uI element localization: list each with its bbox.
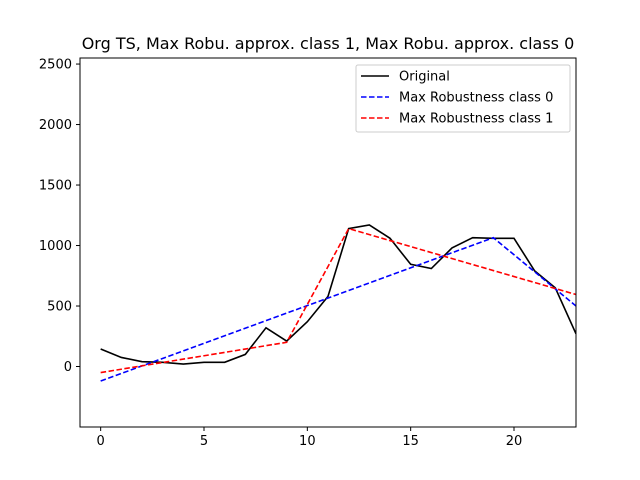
x-tick-label: 10	[299, 434, 316, 449]
x-axis-ticks: 0 5 10 15 20	[97, 427, 523, 449]
x-tick-label: 15	[402, 434, 419, 449]
y-tick-label: 0	[64, 360, 72, 375]
series-layer	[100, 224, 576, 382]
legend: Original Max Robustness class 0 Max Robust…	[355, 64, 571, 133]
y-axis-ticks: 0 500 1000 1500 2000 2500	[39, 58, 80, 375]
y-tick-label: 1000	[39, 239, 72, 254]
x-tick-label: 5	[200, 434, 208, 449]
series-line-max-robustness-class-0	[100, 236, 576, 382]
plot-frame	[79, 57, 577, 428]
legend-label: Max Robustness class 1	[399, 112, 553, 127]
series-line-original	[100, 224, 576, 365]
y-tick-label: 2500	[39, 58, 72, 73]
y-tick-label: 500	[47, 300, 72, 315]
legend-label: Max Robustness class 0	[399, 91, 553, 106]
chart-title: Org TS, Max Robu. approx. class 1, Max R…	[82, 34, 575, 53]
series-line-max-robustness-class-1	[100, 227, 576, 374]
y-tick-label: 1500	[39, 179, 72, 194]
y-tick-label: 2000	[39, 118, 72, 133]
x-tick-label: 20	[506, 434, 523, 449]
x-tick-label: 0	[97, 434, 105, 449]
legend-label: Original	[399, 70, 450, 85]
legend-box	[355, 64, 571, 133]
